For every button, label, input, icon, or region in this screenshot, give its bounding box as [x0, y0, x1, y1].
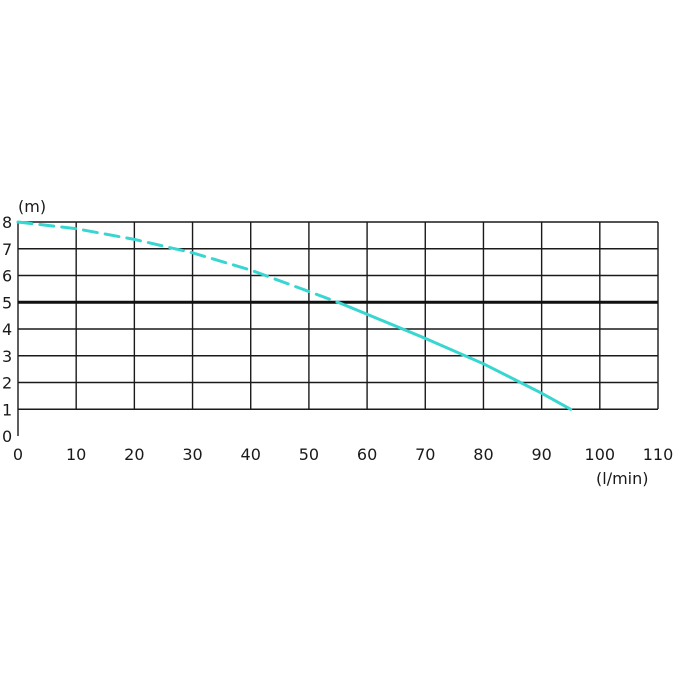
x-tick-label: 80 — [473, 445, 493, 464]
y-tick-label: 4 — [2, 320, 12, 339]
x-tick-label: 60 — [357, 445, 377, 464]
grid-lines — [17, 221, 659, 436]
y-tick-label: 6 — [2, 267, 12, 286]
y-tick-labels: 0 1 2 3 4 5 6 7 8 — [2, 213, 12, 446]
y-tick-label: 5 — [2, 293, 12, 312]
y-tick-label: 3 — [2, 347, 12, 366]
y-tick-label: 0 — [2, 427, 12, 446]
x-tick-label: 30 — [182, 445, 202, 464]
series-curve-solid — [336, 300, 573, 411]
curve-group — [16, 220, 573, 411]
x-tick-label: 110 — [643, 445, 674, 464]
y-tick-label: 2 — [2, 374, 12, 393]
x-axis-unit-label: (l/min) — [596, 469, 649, 488]
x-tick-label: 10 — [66, 445, 86, 464]
x-tick-label: 20 — [124, 445, 144, 464]
x-tick-labels: 0 10 20 30 40 50 60 70 80 90 100 110 — [13, 445, 673, 464]
y-tick-label: 1 — [2, 400, 12, 419]
x-tick-label: 90 — [531, 445, 551, 464]
series-curve-dashed — [16, 220, 340, 304]
y-tick-label: 7 — [2, 240, 12, 259]
x-tick-label: 100 — [585, 445, 616, 464]
x-tick-label: 0 — [13, 445, 23, 464]
y-tick-label: 8 — [2, 213, 12, 232]
x-tick-label: 50 — [299, 445, 319, 464]
x-tick-label: 70 — [415, 445, 435, 464]
x-tick-label: 40 — [241, 445, 261, 464]
y-axis-unit-label: (m) — [18, 197, 46, 216]
